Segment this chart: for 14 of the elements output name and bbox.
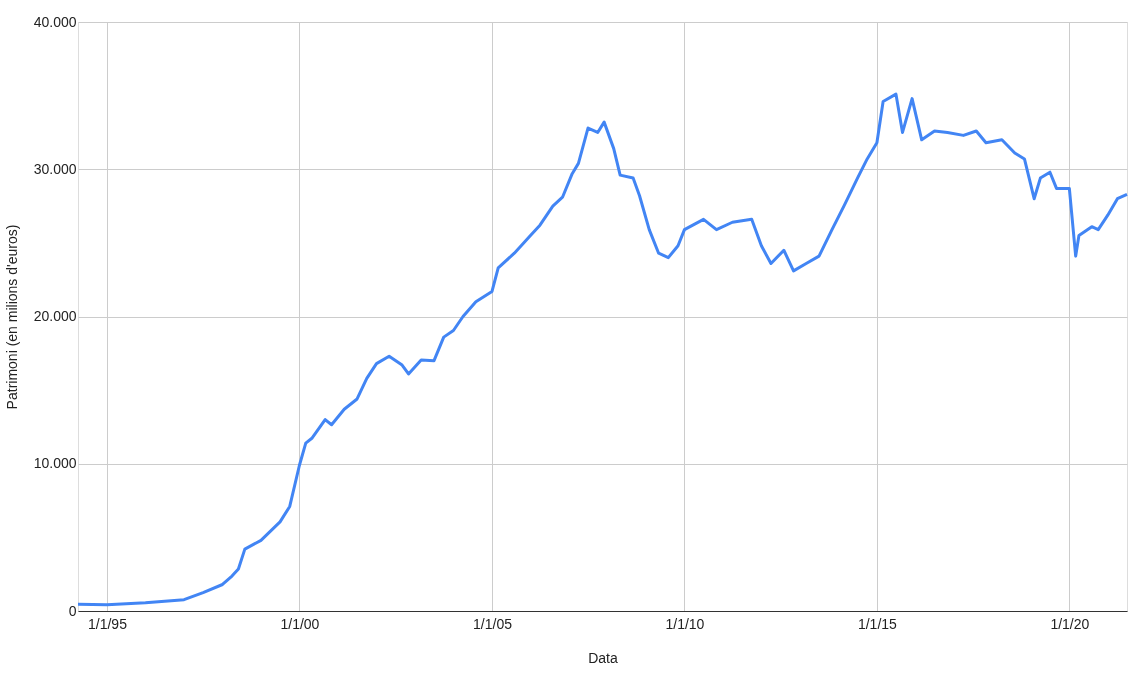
y-tick-label: 20.000 xyxy=(33,308,77,324)
x-tick-label: 1/1/10 xyxy=(665,615,705,632)
x-axis-title: Data xyxy=(588,649,618,666)
y-tick-label: 10.000 xyxy=(33,455,77,472)
y-tick-label: 30.000 xyxy=(33,160,77,177)
y-tick-label: 40.000 xyxy=(33,13,77,30)
line-series xyxy=(76,92,1129,607)
x-tick-label: 1/1/05 xyxy=(473,615,513,632)
y-tick-label: 0 xyxy=(68,602,77,619)
x-tick-label: 1/1/95 xyxy=(88,615,128,632)
x-tick-label: 1/1/15 xyxy=(857,615,898,632)
x-tick-label: 1/1/00 xyxy=(280,615,320,632)
y-axis-title: Patrimoni (en milions d'euros) xyxy=(3,224,20,410)
x-tick-label: 1/1/20 xyxy=(1050,615,1090,632)
